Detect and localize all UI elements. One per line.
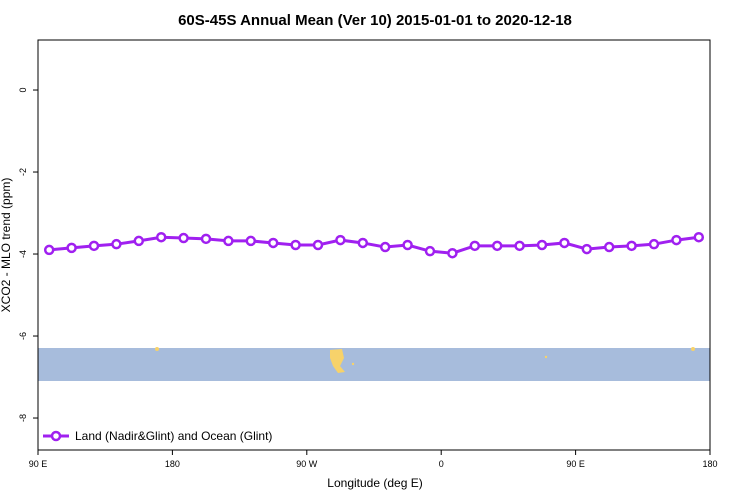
point — [245, 235, 257, 247]
x-tick-label: 180 — [165, 459, 180, 469]
land — [351, 362, 355, 366]
y-axis-label: XCO2 - MLO trend (ppm) — [0, 178, 13, 313]
point — [603, 241, 615, 253]
point — [267, 237, 279, 249]
chart-title: 60S-45S Annual Mean (Ver 10) 2015-01-01 … — [178, 12, 572, 29]
land — [691, 347, 695, 351]
y-tick-label: -4 — [18, 250, 28, 258]
point — [66, 242, 77, 254]
land — [544, 355, 548, 359]
ocean-band — [38, 348, 710, 381]
point — [402, 239, 413, 251]
land — [155, 347, 159, 351]
point — [536, 239, 548, 251]
point — [155, 231, 167, 243]
series-line — [49, 235, 699, 255]
point — [626, 240, 637, 252]
y-tick-label: -2 — [18, 168, 28, 176]
point — [693, 231, 705, 243]
x-tick-label: 90 E — [29, 459, 48, 469]
point — [424, 245, 436, 257]
point — [491, 240, 503, 252]
point — [111, 238, 122, 250]
y-tick-label: -6 — [18, 332, 28, 340]
x-tick-label: 0 — [439, 459, 444, 469]
x-tick-label: 180 — [702, 459, 717, 469]
legend-marker — [50, 430, 62, 442]
point — [581, 243, 593, 255]
point — [178, 232, 189, 244]
point — [88, 240, 100, 252]
plot-frame — [37, 39, 711, 451]
point — [559, 237, 570, 249]
point — [357, 237, 369, 249]
point — [133, 235, 145, 247]
point — [43, 244, 55, 256]
point — [671, 234, 682, 246]
point — [335, 234, 346, 246]
map-strip — [38, 347, 710, 381]
x-axis-label: Longitude (deg E) — [327, 476, 422, 490]
y-tick-label: 0 — [18, 88, 28, 93]
point — [223, 235, 234, 247]
x-tick-label: 90 E — [566, 459, 585, 469]
point — [200, 233, 212, 245]
land — [330, 349, 345, 373]
point — [379, 241, 391, 253]
y-tick-label: -8 — [18, 414, 28, 422]
point — [290, 239, 301, 251]
point — [312, 239, 324, 251]
point — [447, 247, 458, 259]
point — [514, 240, 525, 252]
legend-label: Land (Nadir&Glint) and Ocean (Glint) — [75, 429, 272, 443]
point — [469, 240, 481, 252]
x-tick-label: 90 W — [296, 459, 318, 469]
point — [648, 238, 660, 250]
